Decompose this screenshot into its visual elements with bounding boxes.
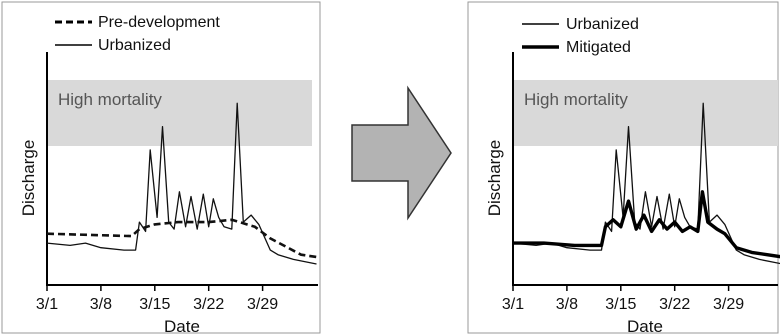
right-chart-series-urbanized	[512, 102, 780, 265]
legend-label-mitigated: Mitigated	[566, 39, 631, 56]
right-chart-series-mitigated	[513, 190, 780, 259]
right-chart-band-label: High mortality	[524, 90, 628, 109]
left-chart-band-label: High mortality	[58, 90, 162, 109]
left-chart-legend: Pre-development Urbanized	[55, 14, 220, 54]
left-chart-x-tick-label: 3/15	[139, 296, 170, 313]
left-chart-x-label: Date	[164, 317, 200, 335]
right-chart-x-tick-label: 3/1	[502, 296, 524, 313]
right-chart-x-tick-label: 3/8	[556, 296, 578, 313]
right-arrow-icon	[351, 85, 452, 221]
left-chart-band	[47, 80, 312, 146]
right-chart-legend: Urbanized Mitigated	[522, 16, 639, 56]
legend-label-pre-development: Pre-development	[98, 14, 220, 31]
right-chart-x-tick-label: 3/29	[713, 296, 744, 313]
legend-label-urbanized: Urbanized	[98, 37, 171, 54]
legend-label-urbanized: Urbanized	[566, 16, 639, 33]
right-chart-y-label: Discharge	[485, 140, 504, 217]
left-chart-x-tick-label: 3/22	[193, 296, 224, 313]
right-chart-x-tick-label: 3/15	[605, 296, 636, 313]
left-chart-series-urbanized	[46, 102, 317, 265]
left-chart-x-tick-label: 3/29	[247, 296, 278, 313]
right-chart-x-label: Date	[627, 317, 663, 335]
right-chart-band	[513, 80, 778, 146]
left-chart-x-tick-label: 3/1	[36, 296, 58, 313]
right-chart-x-tick-label: 3/22	[659, 296, 690, 313]
right-chart-panel: High mortality 3/1 3/8 3/15 3/22 3/29 Date D…	[467, 1, 780, 335]
right-chart-frame	[467, 1, 779, 334]
left-chart-x-tick-label: 3/8	[90, 296, 112, 313]
left-chart-y-label: Discharge	[19, 140, 38, 217]
left-chart-frame	[1, 1, 321, 334]
left-chart-panel: High mortality 3/1 3/8 3/15 3/22 3/29 Date D…	[1, 1, 321, 335]
